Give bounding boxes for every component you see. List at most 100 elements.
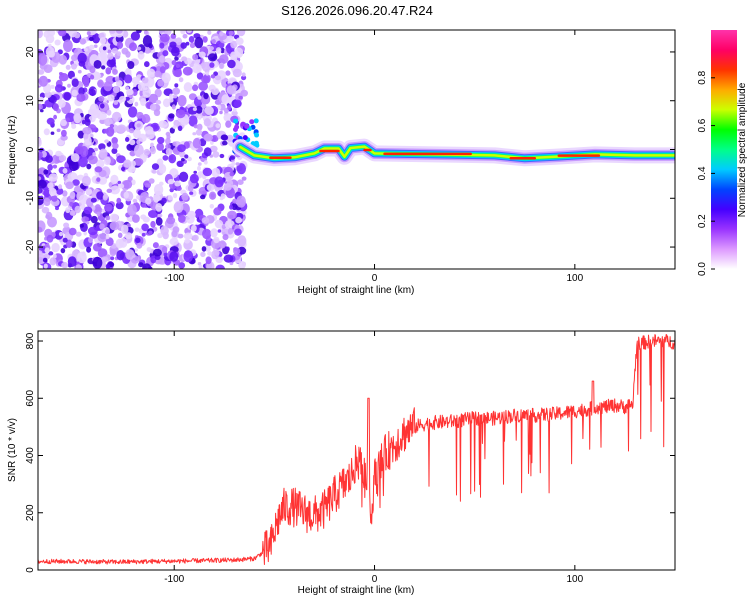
noise-blob xyxy=(168,113,175,119)
noise-blob xyxy=(68,227,77,236)
noise-blob xyxy=(233,247,241,255)
noise-blob xyxy=(219,54,229,64)
noise-blob xyxy=(181,158,185,162)
transition-blob xyxy=(249,119,255,125)
noise-blob xyxy=(157,232,163,239)
noise-blob xyxy=(151,169,157,174)
noise-blob xyxy=(161,246,168,254)
noise-blob xyxy=(134,101,139,107)
noise-blob xyxy=(203,118,211,127)
noise-blob xyxy=(149,146,156,155)
noise-blob xyxy=(95,159,105,169)
noise-blob xyxy=(235,37,244,45)
noise-blob xyxy=(82,127,92,135)
noise-blob xyxy=(58,231,64,237)
noise-blob xyxy=(187,156,192,162)
noise-blob xyxy=(45,211,53,220)
noise-blob xyxy=(181,192,189,201)
snr-ylabel: SNR (10 * v/v) xyxy=(7,418,18,482)
noise-blob xyxy=(52,164,58,169)
noise-blob xyxy=(166,134,171,140)
noise-blob xyxy=(176,160,184,167)
noise-blob xyxy=(116,51,122,56)
noise-blob xyxy=(71,63,77,70)
noise-blob xyxy=(174,56,179,61)
noise-blob xyxy=(189,191,194,195)
noise-blob xyxy=(71,89,78,97)
noise-blob xyxy=(169,93,173,99)
noise-blob xyxy=(127,61,135,69)
noise-blob xyxy=(197,262,202,266)
noise-blob xyxy=(49,95,57,104)
noise-blob xyxy=(241,75,247,81)
noise-blob xyxy=(105,237,114,247)
colorbar-ticks: 0.0 0.2 0.4 0.6 0.8 xyxy=(697,70,715,276)
noise-blob xyxy=(167,195,173,201)
noise-blob xyxy=(177,125,183,132)
noise-blob xyxy=(155,217,163,226)
noise-blob xyxy=(83,133,89,140)
noise-blob xyxy=(97,233,108,243)
noise-blob xyxy=(44,247,50,254)
noise-blob xyxy=(197,171,204,178)
noise-blob xyxy=(136,46,142,51)
noise-blob xyxy=(144,126,154,135)
noise-blob xyxy=(179,151,186,158)
noise-blob xyxy=(195,105,203,114)
noise-blob xyxy=(106,126,115,137)
noise-blob xyxy=(237,235,247,247)
noise-blob xyxy=(88,36,94,42)
noise-blob xyxy=(113,100,119,105)
noise-blob xyxy=(231,161,236,167)
noise-blob xyxy=(132,214,140,223)
noise-blob xyxy=(201,246,207,252)
noise-blob xyxy=(92,256,103,269)
noise-blob xyxy=(141,77,149,84)
noise-blob xyxy=(166,216,176,225)
noise-blob xyxy=(43,197,51,207)
noise-blob xyxy=(159,66,166,74)
noise-blob xyxy=(38,179,47,189)
noise-blob xyxy=(169,237,179,246)
noise-blob xyxy=(104,139,109,144)
noise-blob xyxy=(52,253,57,259)
noise-blob xyxy=(169,251,179,262)
noise-blob xyxy=(173,201,184,214)
noise-blob xyxy=(123,159,132,168)
noise-blob xyxy=(115,238,124,249)
noise-blob xyxy=(92,243,102,252)
noise-blob xyxy=(175,109,186,119)
noise-blob xyxy=(98,95,105,102)
noise-blob xyxy=(51,195,58,202)
noise-blob xyxy=(112,68,118,75)
noise-blob xyxy=(79,223,84,228)
noise-blob xyxy=(50,84,55,89)
noise-blob xyxy=(137,50,145,60)
noise-blob xyxy=(41,206,50,214)
noise-blob xyxy=(128,127,135,134)
noise-blob xyxy=(153,194,161,203)
snr-panel: -100 0 100 0 200 400 600 800 Height of straight… xyxy=(7,330,676,596)
noise-blob xyxy=(141,113,151,124)
noise-blob xyxy=(58,155,67,162)
noise-blob xyxy=(143,148,150,156)
noise-blob xyxy=(54,39,61,46)
noise-blob xyxy=(209,191,217,200)
noise-blob xyxy=(103,156,111,166)
noise-blob xyxy=(43,169,49,175)
noise-blob xyxy=(172,141,177,147)
noise-blob xyxy=(228,30,234,36)
noise-blob xyxy=(148,230,153,235)
noise-blob xyxy=(208,46,214,51)
noise-blob xyxy=(115,80,123,87)
noise-blob xyxy=(227,210,237,220)
noise-blob xyxy=(52,103,60,112)
noise-blob xyxy=(83,231,87,236)
snr-ytick-label: 0 xyxy=(25,567,36,573)
noise-blob xyxy=(74,32,81,39)
noise-blob xyxy=(146,68,156,78)
noise-blob xyxy=(234,47,244,59)
noise-blob xyxy=(225,246,230,252)
noise-blob xyxy=(117,232,123,238)
noise-blob xyxy=(116,155,126,164)
